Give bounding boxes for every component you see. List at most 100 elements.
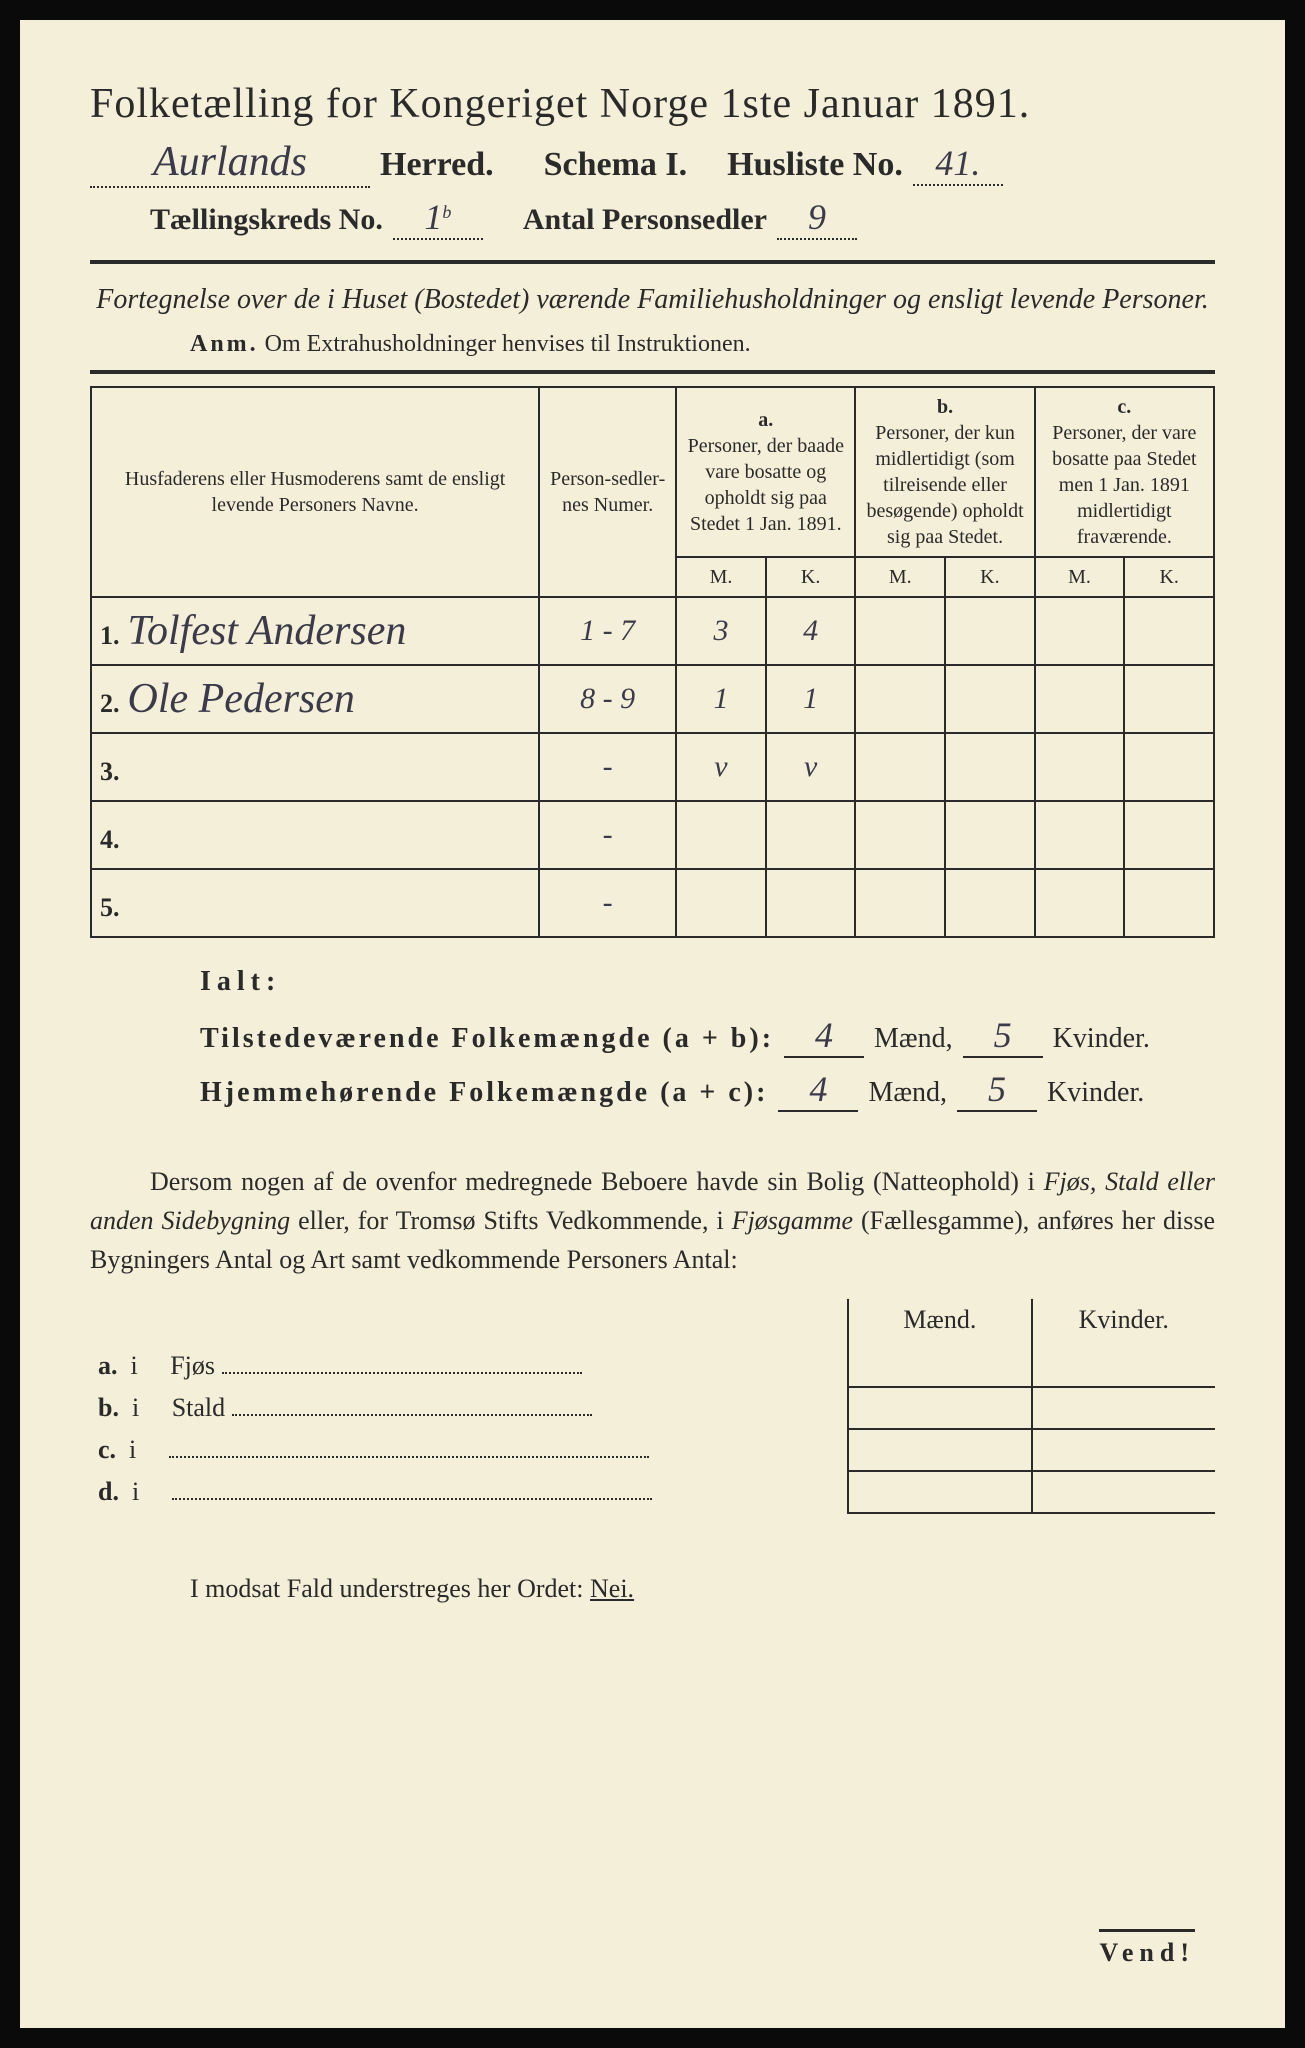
c-m-cell [1035,665,1125,733]
col-header-names: Husfaderens eller Husmoderens samt de en… [91,387,539,597]
maend-label: Mænd, [874,1023,953,1055]
b-k-cell [945,801,1035,869]
side-row-label: a. i Fjøs [90,1345,848,1387]
household-table: Husfaderens eller Husmoderens samt de en… [90,386,1215,938]
nei-word: Nei. [590,1574,634,1603]
col-a-text: Personer, der baade vare bosatte og opho… [685,433,846,537]
page-title: Folketælling for Kongeriget Norge 1ste J… [90,80,1215,128]
para-it2: Fjøsgamme [732,1206,853,1235]
col-b-k: K. [945,557,1035,597]
c-m-cell [1035,869,1125,937]
side-kvinder-header: Kvinder. [1032,1299,1215,1345]
c-m-cell [1035,597,1125,665]
header-line-1: Aurlands Herred. Schema I. Husliste No. … [90,138,1215,188]
row-number: 1. [100,621,128,650]
person-name: Ole Pedersen [128,676,355,722]
side-maend-cell [848,1345,1031,1387]
table-row: 3.-vv [91,733,1214,801]
table-row: 2.Ole Pedersen8 - 911 [91,665,1214,733]
a-m-cell: v [676,733,766,801]
sum-resident-k: 5 [957,1068,1037,1112]
side-building-table: Mænd. Kvinder. a. i Fjøs b. i Stald c. i… [90,1299,1215,1514]
side-row-label: b. i Stald [90,1387,848,1429]
row-number: 2. [100,689,128,718]
b-m-cell [855,869,945,937]
kvinder-label: Kvinder. [1053,1023,1150,1055]
nei-pre: I modsat Fald understreges her Ordet: [190,1574,590,1603]
col-header-a: a. Personer, der baade vare bosatte og o… [676,387,855,557]
numer-cell: - [539,801,676,869]
sum-resident-m: 4 [778,1068,858,1112]
col-header-b: b. Personer, der kun midlertidigt (som t… [855,387,1034,557]
col-c-k: K. [1124,557,1214,597]
b-k-cell [945,869,1035,937]
sum-present-m: 4 [784,1014,864,1058]
b-m-cell [855,801,945,869]
col-header-c: c. Personer, der vare bosatte paa Stedet… [1035,387,1214,557]
c-k-cell [1124,733,1214,801]
col-b-letter: b. [864,394,1025,420]
col-header-numer: Person-sedler-nes Numer. [539,387,676,597]
schema-label: Schema I. [544,146,688,184]
sum-present-k: 5 [963,1014,1043,1058]
side-row-label: c. i [90,1429,848,1471]
anm-label: Anm. [190,331,259,357]
form-subtitle: Fortegnelse over de i Huset (Bostedet) v… [90,280,1215,319]
b-m-cell [855,597,945,665]
b-k-cell [945,733,1035,801]
side-building-paragraph: Dersom nogen af de ovenfor medregnede Be… [90,1162,1215,1279]
a-m-cell [676,869,766,937]
numer-cell: - [539,733,676,801]
side-kvinder-cell [1032,1387,1215,1429]
col-a-m: M. [676,557,766,597]
maend-label: Mænd, [868,1077,947,1109]
table-row: 5.- [91,869,1214,937]
sum-line-resident: Hjemmehørende Folkemængde (a + c): 4 Mæn… [200,1068,1215,1112]
row-name-cell: 5. [91,869,539,937]
table-row: 1.Tolfest Andersen1 - 734 [91,597,1214,665]
c-k-cell [1124,665,1214,733]
col-b-text: Personer, der kun midlertidigt (som tilr… [864,420,1025,550]
a-m-cell [676,801,766,869]
sum-line-present: Tilstedeværende Folkemængde (a + b): 4 M… [200,1014,1215,1058]
col-c-text: Personer, der vare bosatte paa Stedet me… [1044,420,1205,550]
row-number: 4. [100,825,128,854]
col-a-letter: a. [685,407,846,433]
b-k-cell [945,665,1035,733]
row-name-cell: 2.Ole Pedersen [91,665,539,733]
side-row-label: d. i [90,1471,848,1513]
herred-label: Herred. [380,146,494,184]
anm-note: Anm. Om Extrahusholdninger henvises til … [190,331,1215,358]
side-kvinder-cell [1032,1345,1215,1387]
a-k-cell: v [766,733,856,801]
side-table-row: d. i [90,1471,1215,1513]
divider [90,260,1215,264]
a-k-cell [766,869,856,937]
para-t2: eller, for Tromsø Stifts Vedkommende, i [290,1206,732,1235]
row-name-cell: 3. [91,733,539,801]
a-k-cell [766,801,856,869]
col-b-m: M. [855,557,945,597]
person-name: Tolfest Andersen [128,608,407,654]
side-table-row: b. i Stald [90,1387,1215,1429]
husliste-label: Husliste No. [727,146,903,184]
kreds-no-sup: b [442,202,451,222]
header-line-2: Tællingskreds No. 1b Antal Personsedler … [150,196,1215,240]
a-m-cell: 3 [676,597,766,665]
numer-cell: 1 - 7 [539,597,676,665]
nei-line: I modsat Fald understreges her Ordet: Ne… [190,1574,1215,1604]
kvinder-label: Kvinder. [1047,1077,1144,1109]
vend-label: Vend! [1099,1929,1195,1968]
para-t1: Dersom nogen af de ovenfor medregnede Be… [150,1167,1044,1196]
c-k-cell [1124,869,1214,937]
anm-text: Om Extrahusholdninger henvises til Instr… [265,331,751,357]
table-row: 4. - [91,801,1214,869]
sum-present-label: Tilstedeværende Folkemængde (a + b): [200,1023,774,1055]
row-name-cell: 1.Tolfest Andersen [91,597,539,665]
side-maend-cell [848,1429,1031,1471]
c-k-cell [1124,801,1214,869]
row-number: 5. [100,893,128,922]
row-number: 3. [100,757,128,786]
side-maend-cell [848,1471,1031,1513]
col-c-letter: c. [1044,394,1205,420]
